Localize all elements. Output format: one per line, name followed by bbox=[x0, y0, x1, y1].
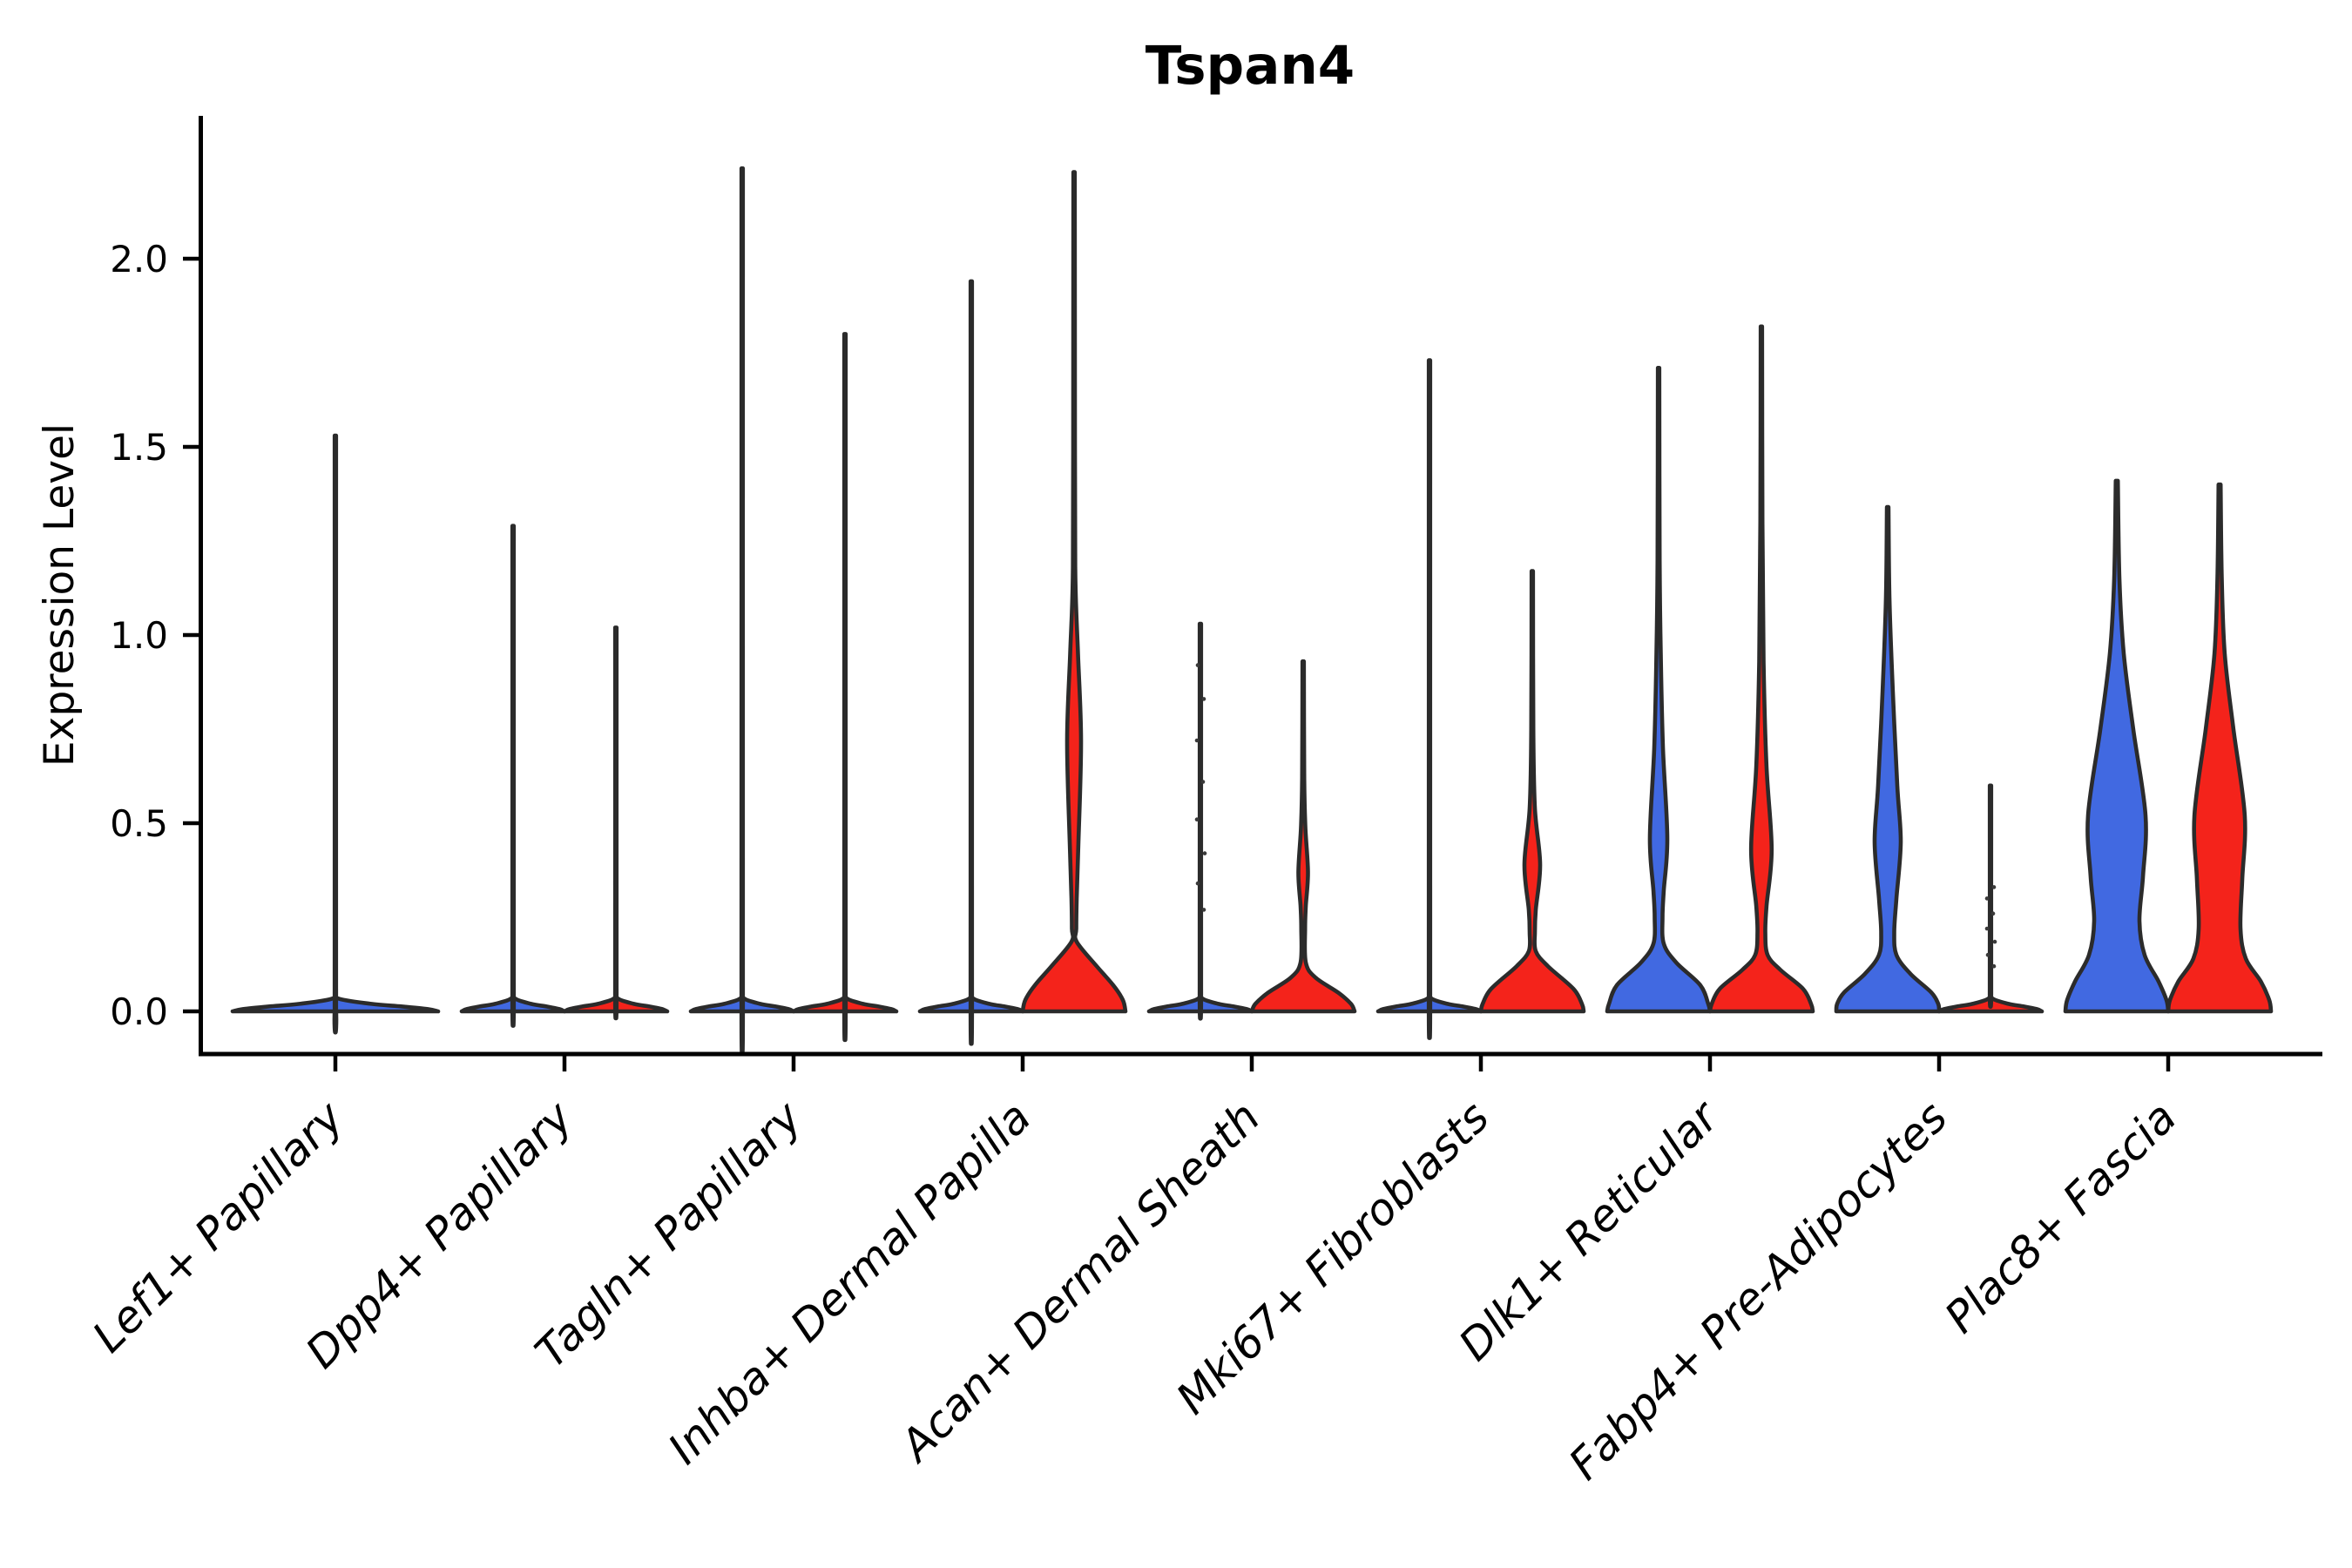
jitter-point bbox=[1202, 851, 1207, 855]
y-axis-ticks: 0.0 0.5 1.0 1.5 2.0 bbox=[110, 238, 199, 1033]
jitter-point bbox=[1201, 697, 1206, 701]
y-tick-label: 1.5 bbox=[110, 426, 168, 469]
jitter-point bbox=[1985, 952, 1990, 957]
violin-7-left bbox=[1834, 504, 1942, 1014]
chart-title: Tspan4 bbox=[1146, 35, 1355, 97]
jitter-point bbox=[1195, 663, 1200, 667]
jitter-point bbox=[1991, 885, 1997, 889]
violin-3-right bbox=[1020, 170, 1128, 1014]
jitter-point bbox=[1984, 896, 1990, 901]
violin-4-right bbox=[1249, 659, 1357, 1014]
y-tick-label: 0.0 bbox=[110, 990, 168, 1033]
y-axis-title: Expression Level bbox=[36, 423, 84, 767]
jitter-point bbox=[1200, 780, 1206, 784]
violin-8-right bbox=[2166, 482, 2274, 1014]
x-tick-label-8: Plac8+ Fascia bbox=[1936, 1092, 2186, 1342]
violin-3-left bbox=[917, 279, 1025, 1046]
jitter-point bbox=[1984, 926, 1990, 931]
violin-5-left bbox=[1375, 358, 1484, 1040]
x-tick-label-3: Inhba+ Dermal Papilla bbox=[659, 1092, 1040, 1473]
violin-8-left bbox=[2063, 478, 2171, 1014]
violins-layer bbox=[230, 166, 2274, 1055]
jitter-point bbox=[1194, 817, 1200, 821]
x-tick-label-4: Acan+ Dermal Sheath bbox=[889, 1092, 1270, 1472]
jitter-point bbox=[1201, 908, 1206, 912]
violin-6-right bbox=[1707, 324, 1815, 1014]
x-tick-label-0: Lef1+ Papillary bbox=[83, 1091, 354, 1362]
axes-layer bbox=[199, 116, 2322, 1057]
jitter-point bbox=[1195, 881, 1200, 886]
violin-6-left bbox=[1605, 366, 1713, 1014]
violin-5-right bbox=[1478, 569, 1586, 1014]
violin-2-left bbox=[688, 166, 796, 1055]
jitter-point bbox=[1991, 963, 1997, 969]
jitter-point bbox=[1194, 738, 1200, 743]
jitter-point bbox=[1990, 911, 1996, 916]
violin-1-right bbox=[562, 625, 670, 1021]
violin-1-left bbox=[459, 524, 567, 1028]
y-tick-label: 2.0 bbox=[110, 238, 168, 280]
jitter-point bbox=[1992, 939, 1997, 944]
violin-7-right bbox=[1936, 783, 2044, 1014]
violin-2-right bbox=[791, 332, 899, 1042]
y-tick-label: 1.0 bbox=[110, 614, 168, 657]
violin-0-center bbox=[230, 433, 441, 1035]
y-tick-label: 0.5 bbox=[110, 802, 168, 845]
x-tick-label-7: Fabp4+ Pre-Adipocytes bbox=[1559, 1092, 1957, 1490]
violin-4-left bbox=[1146, 621, 1254, 1021]
